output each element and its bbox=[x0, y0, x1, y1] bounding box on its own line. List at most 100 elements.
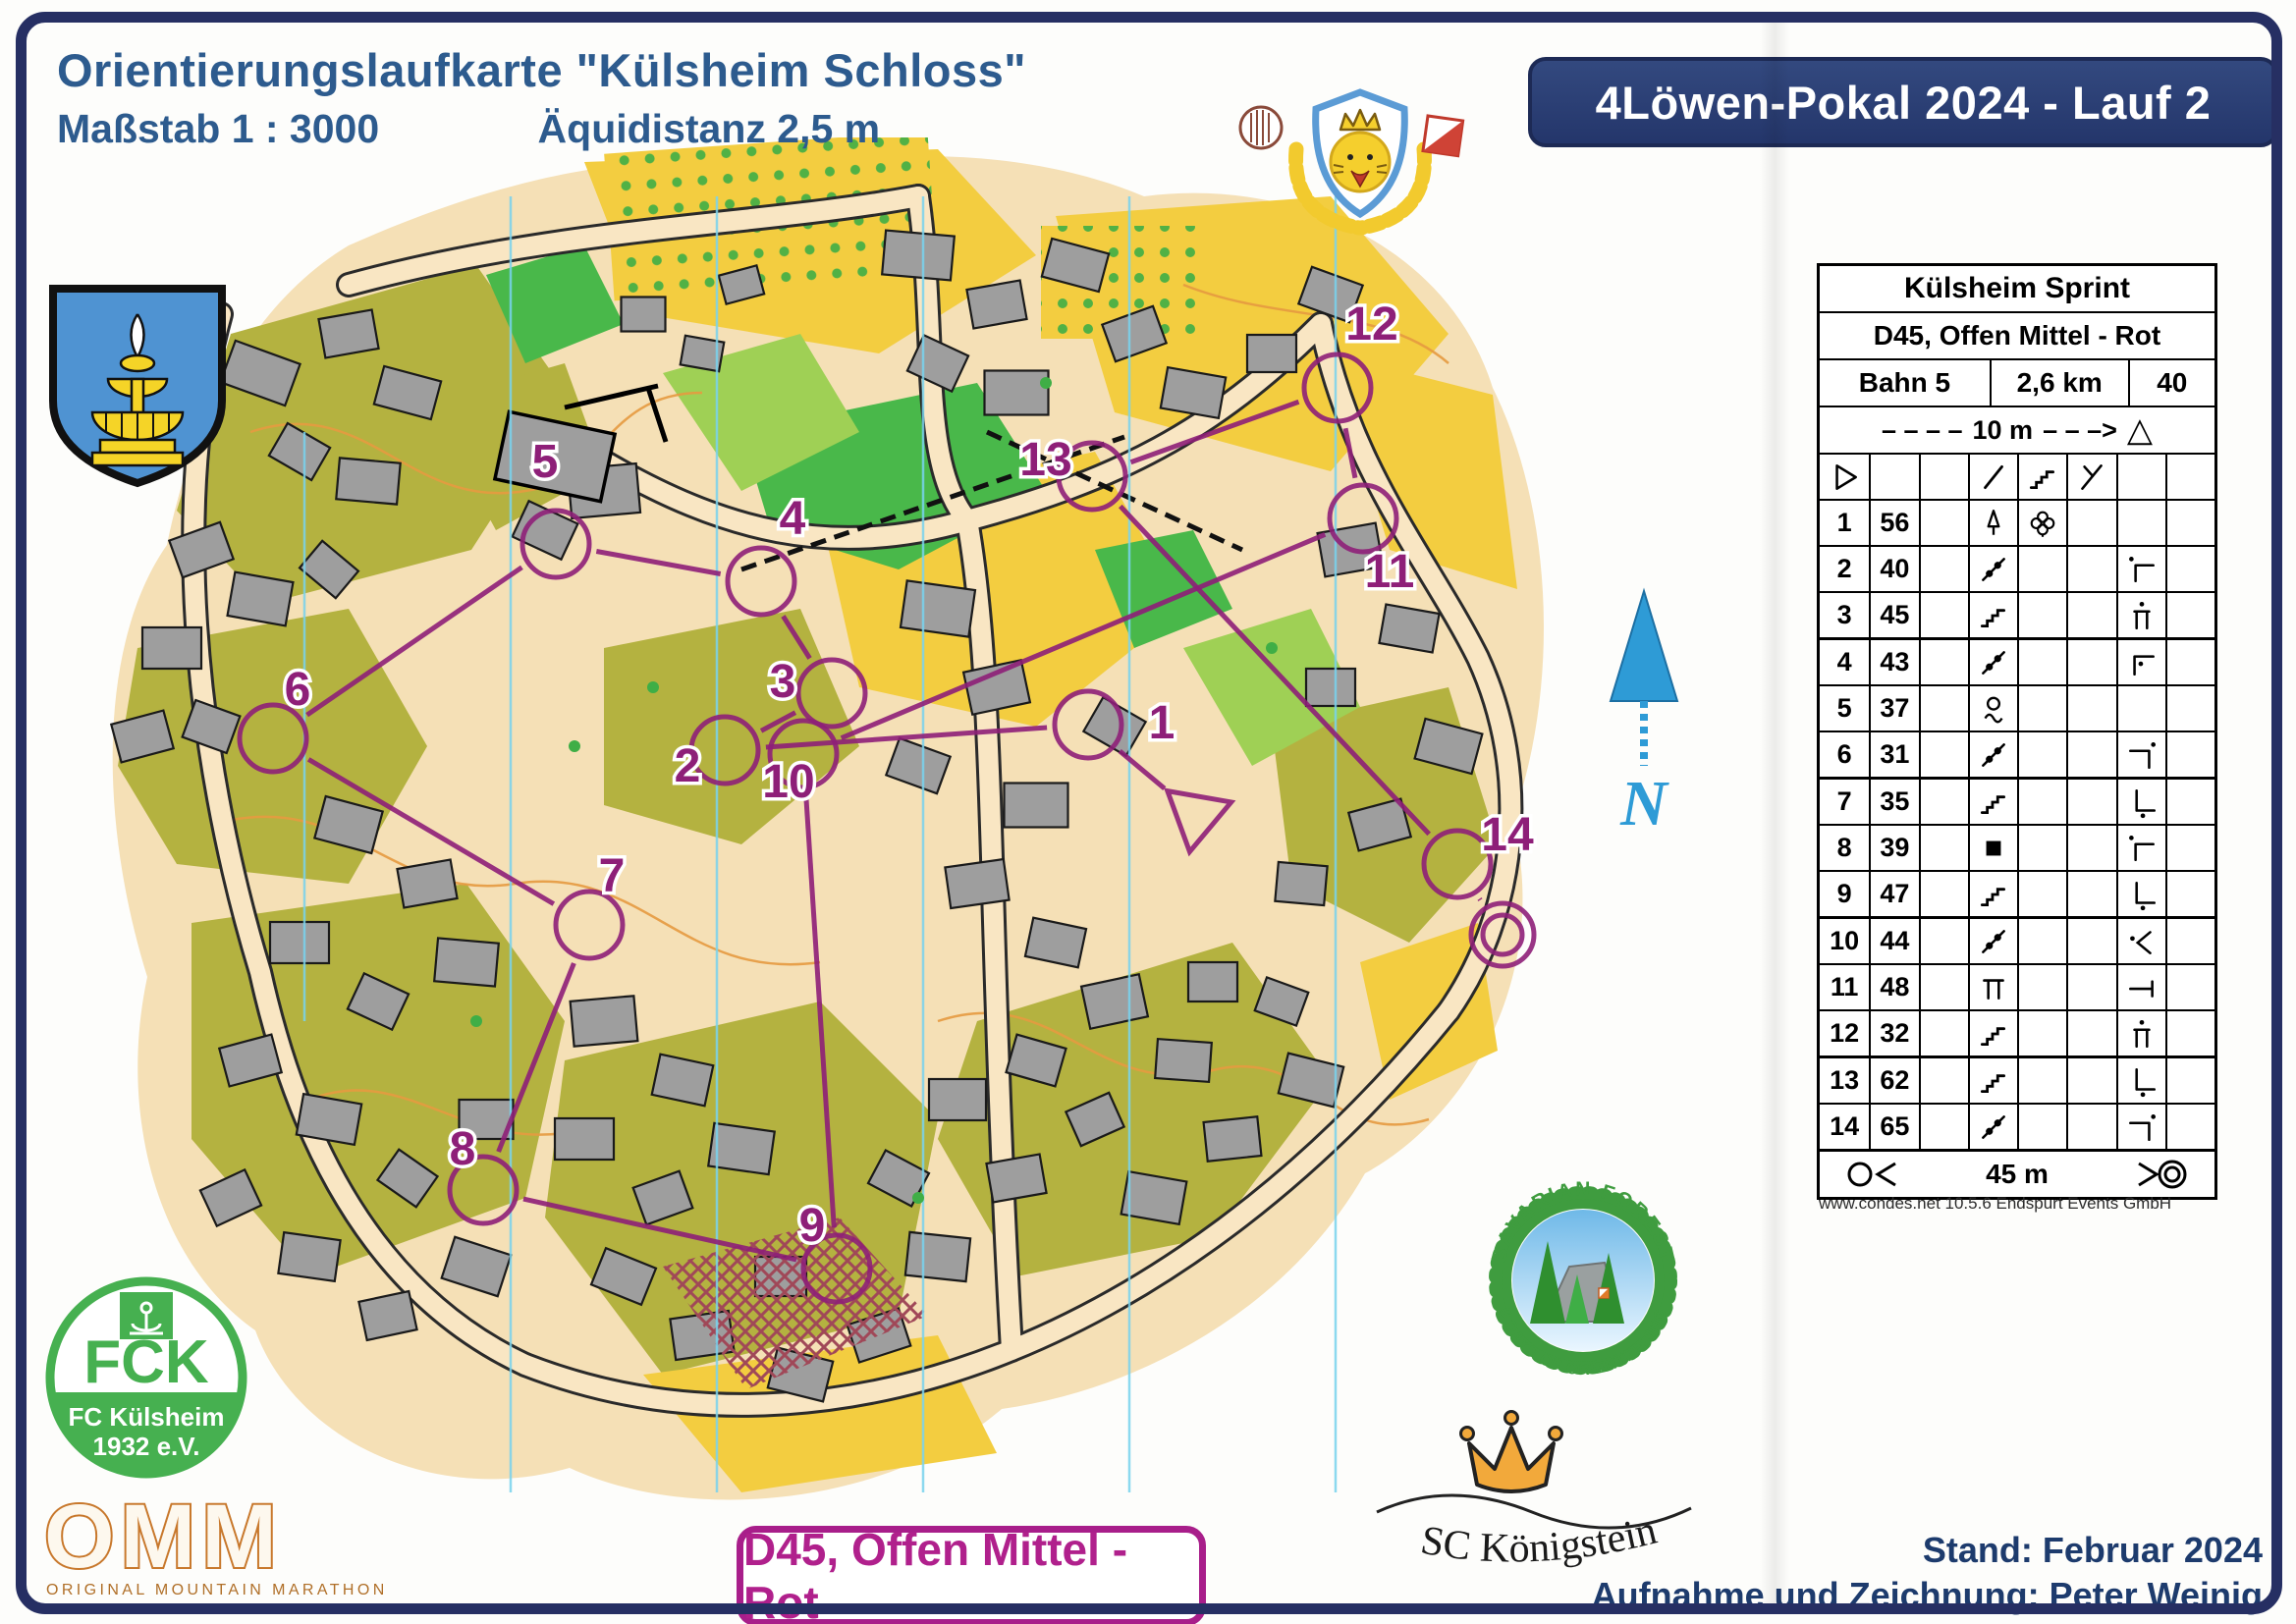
finish-circle bbox=[1480, 912, 1525, 957]
bavarian-forest-logo: BAVARIAN FOREST 5 DAYS OF ORIENTEERING bbox=[1488, 1178, 1677, 1379]
control-cell: 12 bbox=[1830, 1018, 1860, 1048]
control-row: 12 32 bbox=[1820, 1009, 2214, 1056]
orienteering-flag-icon bbox=[1421, 114, 1465, 158]
control-number-13: 13 bbox=[1019, 434, 1071, 486]
fountain-icon bbox=[90, 313, 185, 467]
condes-credit: www.condes.net 10.5.6 Endspurt Events Gm… bbox=[1819, 1194, 2172, 1213]
control-cell: 10 bbox=[1830, 926, 1860, 955]
start-triangle-glyph: △ bbox=[2126, 411, 2154, 449]
course-leg bbox=[803, 794, 837, 1228]
control-cell: 37 bbox=[1869, 686, 1918, 731]
control-cell: 4 bbox=[1836, 647, 1852, 677]
class-banner: D45, Offen Mittel - Rot bbox=[737, 1524, 1206, 1624]
control-circle-7 bbox=[553, 889, 626, 961]
cd-symbol-junction bbox=[2081, 463, 2104, 490]
course-leg bbox=[759, 710, 797, 733]
finish-circle bbox=[1468, 900, 1537, 969]
building bbox=[346, 971, 410, 1032]
cd-symbol-canopy bbox=[1983, 978, 2004, 1000]
building bbox=[944, 857, 1011, 910]
equidistance-label: Äquidistanz 2,5 m bbox=[537, 106, 881, 151]
control-circle-13 bbox=[1056, 440, 1128, 513]
hills-line bbox=[1376, 1493, 1692, 1530]
control-number-12: 12 bbox=[1345, 298, 1397, 351]
building bbox=[1005, 1033, 1067, 1088]
control-circle-1 bbox=[1052, 688, 1124, 761]
building bbox=[650, 1053, 715, 1108]
north-label: N bbox=[1619, 768, 1669, 839]
control-circle-6 bbox=[237, 702, 309, 775]
cd-symbol-end-e bbox=[2128, 979, 2154, 998]
control-circle-12 bbox=[1301, 352, 1374, 424]
map-title: Orientierungslaufkarte "Külsheim Schloss… bbox=[57, 44, 1027, 96]
cd-symbol-fence bbox=[1981, 557, 2005, 581]
control-number-4: 4 bbox=[780, 493, 806, 545]
laurel-right bbox=[1353, 141, 1432, 236]
card-class: D45, Offen Mittel - Rot bbox=[1820, 311, 2214, 358]
building bbox=[985, 1153, 1048, 1204]
control-cell: 14 bbox=[1830, 1111, 1860, 1141]
building bbox=[167, 520, 236, 579]
cd-symbol-corner-sw-dot bbox=[2135, 1067, 2156, 1098]
cd-symbol-stairs bbox=[1980, 1073, 2005, 1093]
course-leg bbox=[1129, 399, 1300, 465]
control-circle-3 bbox=[795, 657, 868, 730]
cd-symbol-corner-sw-dot bbox=[2135, 788, 2156, 819]
control-row: 9 47 bbox=[1820, 870, 2214, 916]
control-cell: 1 bbox=[1836, 508, 1852, 537]
cd-symbol-monument bbox=[1984, 696, 2003, 723]
control-circle-5 bbox=[519, 508, 592, 580]
card-title: Külsheim Sprint bbox=[1903, 272, 2131, 304]
building bbox=[298, 539, 360, 600]
building bbox=[267, 421, 332, 482]
course-leg bbox=[1342, 427, 1358, 479]
control-circle-10 bbox=[767, 718, 840, 790]
north-arrow-icon bbox=[1609, 587, 1679, 702]
cd-symbol-fence bbox=[1981, 650, 2005, 675]
control-cell: 2 bbox=[1836, 554, 1852, 583]
course-leg bbox=[496, 962, 576, 1153]
cd-symbol-start bbox=[1835, 463, 1858, 490]
cd-symbol-corner-nw-dot bbox=[2127, 555, 2155, 582]
control-cell: 35 bbox=[1869, 780, 1918, 824]
event-banner: 4Löwen-Pokal 2024 - Lauf 2 bbox=[1528, 57, 2278, 147]
course-leg bbox=[305, 565, 523, 718]
building bbox=[1003, 782, 1069, 829]
control-number-7: 7 bbox=[599, 850, 626, 902]
building bbox=[1023, 916, 1088, 969]
control-circle-9 bbox=[800, 1232, 873, 1305]
building bbox=[965, 279, 1028, 330]
cd-symbol-stairs bbox=[1980, 608, 2005, 627]
course-leg bbox=[1477, 897, 1483, 901]
building bbox=[1378, 603, 1441, 654]
control-circle-14 bbox=[1421, 828, 1494, 900]
cd-symbol-corner-nw-dot bbox=[2127, 834, 2155, 861]
control-number-1: 1 bbox=[1149, 697, 1175, 749]
building bbox=[181, 698, 242, 755]
castle-buildings bbox=[492, 383, 669, 504]
control-cell: 45 bbox=[1869, 593, 1918, 637]
crown-icon bbox=[1459, 1410, 1563, 1493]
north-arrow: N bbox=[1609, 587, 1679, 839]
start-distance-row: – – – – 10 m – – –> △ bbox=[1820, 406, 2214, 453]
building bbox=[1304, 667, 1357, 708]
control-cell: 47 bbox=[1869, 872, 1918, 916]
paper-fold-shadow bbox=[1760, 20, 1789, 1604]
control-row: 8 39 bbox=[1820, 824, 2214, 870]
start-triangle bbox=[1164, 787, 1236, 857]
cd-symbol-building bbox=[1986, 840, 2001, 855]
cd-symbol-tree bbox=[1987, 509, 2000, 536]
control-cell: 11 bbox=[1830, 972, 1859, 1001]
control-number-10: 10 bbox=[762, 756, 814, 808]
fck-name: FC Külsheim bbox=[69, 1402, 225, 1432]
finish-distance: 45 m bbox=[1986, 1159, 2049, 1189]
building bbox=[1153, 1037, 1214, 1084]
building bbox=[335, 457, 402, 506]
control-circle-8 bbox=[447, 1154, 519, 1226]
building bbox=[372, 364, 443, 421]
omm-logo: OMM ORIGINAL MOUNTAIN MARATHON bbox=[44, 1494, 384, 1598]
control-cell: 32 bbox=[1869, 1011, 1918, 1056]
control-row: 4 43 bbox=[1820, 637, 2214, 684]
control-cell: 65 bbox=[1869, 1105, 1918, 1149]
